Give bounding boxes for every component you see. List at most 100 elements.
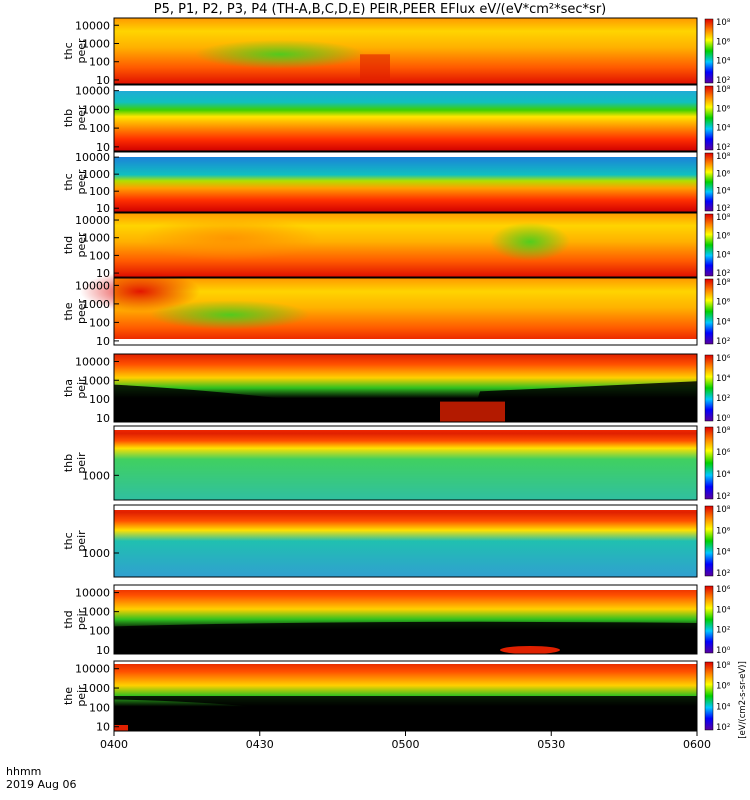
colorbar-tick-label: 10² [716, 337, 730, 347]
red-feature [440, 401, 505, 422]
colorbar-tick-label: 10² [716, 269, 730, 279]
panel-frame [113, 151, 698, 213]
red-feature [114, 725, 128, 731]
no-data-region [114, 696, 697, 731]
y-tick-label: 100 [89, 185, 110, 198]
y-tick-label: 1000 [82, 103, 110, 116]
colorbar-tick-label: 10⁸ [716, 152, 731, 162]
data-gap [114, 152, 697, 157]
x-tick-label: 0430 [246, 738, 274, 751]
data-gap [114, 339, 697, 345]
y-tick-label: 1000 [82, 374, 110, 387]
colorbar-tick-label: 10⁸ [716, 426, 731, 436]
y-tick-label: 10000 [75, 355, 110, 368]
y-axis-instrument-label: peer [75, 38, 88, 64]
x-tick-label: 0600 [683, 738, 711, 751]
y-axis-instrument-label: peir [75, 608, 88, 630]
y-axis-probe-label: the [62, 302, 75, 320]
colorbar-tick-label: 10⁰ [716, 646, 731, 656]
green-feature [150, 300, 310, 330]
x-tick-label: 0530 [537, 738, 565, 751]
no-data-region [114, 381, 697, 422]
y-axis-instrument-label: peir [75, 377, 88, 399]
x-tick-label: 0500 [392, 738, 420, 751]
y-tick-label: 10000 [75, 151, 110, 164]
panel-frame [113, 584, 698, 655]
panel-5: the peer 10 100 1000 10000 10² 10⁴ 10⁶ 10⁸ [62, 271, 731, 348]
colorbar [704, 152, 714, 212]
colorbar-tick-label: 10⁸ [716, 661, 731, 671]
colorbar-tick-label: 10² [716, 626, 730, 636]
y-tick-label: 10 [96, 644, 110, 657]
colorbar [704, 278, 714, 345]
red-feature [80, 271, 200, 312]
panel-frame [113, 353, 698, 423]
y-tick-label: 10 [96, 141, 110, 154]
colorbar-tick-label: 10⁴ [716, 187, 731, 197]
data-gap [114, 85, 697, 91]
y-tick-label: 100 [89, 56, 110, 69]
colorbar-tick-label: 10⁸ [716, 85, 731, 95]
colorbar-tick-label: 10⁶ [716, 298, 731, 308]
colorbar [704, 18, 714, 84]
y-tick-label: 1000 [82, 682, 110, 695]
y-axis-probe-label: thd [62, 610, 75, 628]
y-axis-instrument-label: peer [75, 232, 88, 258]
panel-10: the peir 10 100 1000 10000 10² 10⁴ 10⁶ 10⁸ [62, 660, 731, 734]
spectrogram-fill [114, 505, 697, 577]
y-axis-instrument-label: peer [75, 169, 88, 195]
y-axis-instrument-label: peer [75, 105, 88, 131]
colorbar-tick-label: 10² [716, 143, 730, 153]
y-axis-probe-label: the [62, 687, 75, 705]
data-gap [114, 661, 697, 664]
y-tick-label: 100 [89, 122, 110, 135]
y-tick-label: 10000 [75, 19, 110, 32]
y-axis-probe-label: tha [62, 379, 75, 397]
y-tick-label: 1000 [82, 298, 110, 311]
panel-frame [113, 504, 698, 578]
colorbar-tick-label: 10⁶ [716, 354, 731, 364]
colorbar [704, 585, 714, 654]
y-tick-label: 10 [96, 721, 110, 734]
y-tick-label: 1000 [82, 37, 110, 50]
green-feature [195, 39, 365, 69]
green-feature [490, 222, 570, 261]
panel-9: thd peir 10 100 1000 10000 10⁰ 10² 10⁴ 10⁶ [62, 584, 731, 657]
y-axis-probe-label: thb [62, 109, 75, 127]
spectrogram-fill [114, 85, 697, 151]
colorbar-tick-label: 10⁶ [716, 232, 731, 242]
colorbar-tick-label: 10⁶ [716, 448, 731, 458]
panel-frame [113, 425, 698, 501]
red-feature [360, 54, 390, 84]
colorbar-tick-label: 10⁴ [716, 250, 731, 260]
colorbar-tick-label: 10⁴ [716, 470, 731, 480]
data-gap [114, 505, 697, 510]
y-tick-label: 100 [89, 249, 110, 262]
y-tick-label: 10 [96, 412, 110, 425]
chart-title: P5, P1, P2, P3, P4 (TH-A,B,C,D,E) PEIR,P… [154, 2, 607, 17]
panel-frame [113, 277, 698, 346]
y-axis-instrument-label: peir [75, 685, 88, 707]
colorbar-tick-label: 10⁸ [716, 278, 731, 288]
colorbar [704, 505, 714, 577]
y-tick-label: 1000 [82, 168, 110, 181]
colorbar [704, 85, 714, 151]
panel-3: thc peer 10 100 1000 10000 10² 10⁴ 10⁶ 10⁸ [62, 151, 731, 215]
colorbar-tick-label: 10² [716, 394, 730, 404]
date-label: 2019 Aug 06 [6, 778, 76, 791]
y-axis-probe-label: thc [62, 532, 75, 549]
colorbar-tick-label: 10⁶ [716, 526, 731, 536]
y-tick-label: 10 [96, 74, 110, 87]
colorbar-tick-label: 10⁴ [716, 548, 731, 558]
y-axis-probe-label: thd [62, 236, 75, 254]
no-data-region [114, 621, 697, 654]
colorbar-tick-label: 10⁶ [716, 585, 731, 595]
panel-1: thc peer 10 100 1000 10000 10² 10⁴ 10⁶ 10⁸ [62, 17, 731, 87]
y-tick-label: 100 [89, 701, 110, 714]
y-tick-label: 1000 [82, 547, 110, 560]
y-tick-label: 10000 [75, 587, 110, 600]
